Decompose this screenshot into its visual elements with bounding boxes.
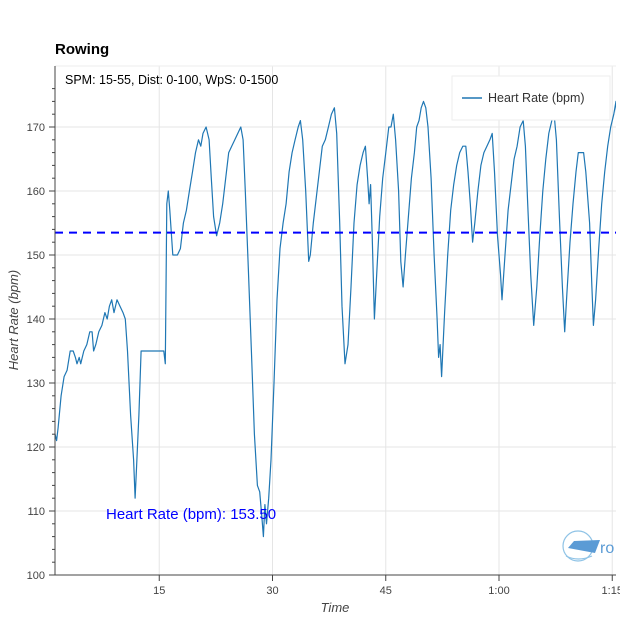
y-tick-label: 140 xyxy=(27,314,45,326)
x-tick-label: 15 xyxy=(153,585,165,597)
average-label: Heart Rate (bpm): 153.50 xyxy=(106,506,276,523)
y-tick-label: 150 xyxy=(27,250,45,262)
x-tick-label: 45 xyxy=(380,585,392,597)
y-tick-label: 160 xyxy=(27,186,45,198)
x-axis: 15 30 45 1:00 1:15 xyxy=(55,574,620,597)
y-tick-label: 100 xyxy=(27,570,45,582)
chart-subtitle: SPM: 15-55, Dist: 0-100, WpS: 0-1500 xyxy=(65,73,278,87)
legend-item-heart-rate[interactable]: Heart Rate (bpm) xyxy=(488,91,585,105)
logo-wave-icon xyxy=(565,555,593,560)
y-tick-label: 120 xyxy=(27,442,45,454)
x-tick-label: 30 xyxy=(266,585,278,597)
logo-text: ro xyxy=(600,540,614,557)
legend[interactable]: Heart Rate (bpm) xyxy=(451,75,611,121)
y-tick-label: 110 xyxy=(27,506,45,518)
y-axis: 100 110 120 130 140 150 160 170 xyxy=(27,66,56,582)
chart-title: Rowing xyxy=(55,41,109,58)
x-tick-label: 1:00 xyxy=(488,585,509,597)
y-axis-label: Heart Rate (bpm) xyxy=(6,270,21,370)
y-tick-label: 130 xyxy=(27,378,45,390)
heart-rate-line[interactable] xyxy=(53,100,620,538)
grid-lines xyxy=(55,66,616,575)
watermark-logo: ro xyxy=(562,530,614,562)
x-axis-label: Time xyxy=(321,600,350,615)
x-tick-label: 1:15 xyxy=(602,585,620,597)
y-tick-label: 170 xyxy=(27,122,45,134)
logo-boat-icon xyxy=(568,540,600,553)
